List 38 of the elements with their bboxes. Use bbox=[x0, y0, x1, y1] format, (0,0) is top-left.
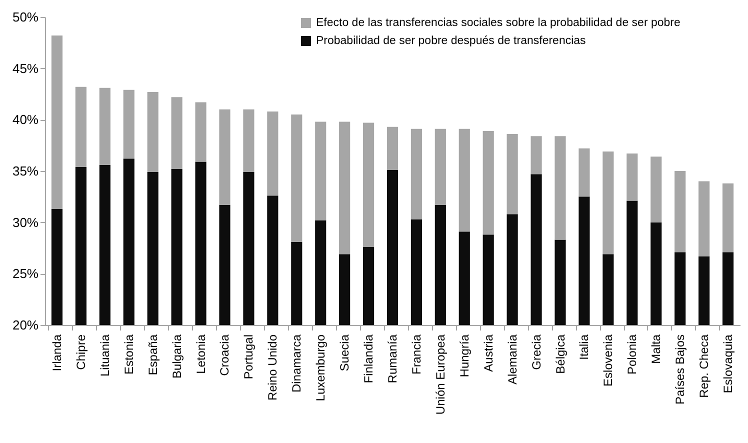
x-tick-label: Dinamarca bbox=[290, 334, 304, 393]
x-tick-label: Portugal bbox=[242, 334, 256, 380]
x-tick-label: Alemania bbox=[505, 334, 520, 385]
y-tick-label: 45% bbox=[12, 60, 39, 76]
y-tick-label: 30% bbox=[12, 214, 39, 230]
x-tick-label: Irlanda bbox=[50, 334, 64, 372]
x-tick-label: Austria bbox=[481, 334, 496, 372]
x-tick-label: Italia bbox=[577, 334, 592, 360]
x-tick-label: Bélgica bbox=[553, 334, 568, 374]
x-tick-label: Rumanía bbox=[386, 334, 400, 384]
x-tick-label: España bbox=[146, 334, 160, 376]
x-tick-label: Estonia bbox=[122, 334, 136, 375]
legend-label: Efecto de las transferencias sociales sobre la probabilidad de ser pobre bbox=[316, 17, 680, 29]
y-tick-label: 40% bbox=[12, 112, 39, 128]
x-tick-label: Lituania bbox=[98, 334, 112, 377]
x-tick-label: Francia bbox=[409, 334, 424, 375]
x-tick-label: Grecia bbox=[529, 334, 544, 370]
x-tick-label: Bulgaria bbox=[170, 334, 184, 379]
x-tick-label: Finlandia bbox=[362, 334, 376, 384]
y-tick-label: 25% bbox=[12, 266, 39, 282]
x-tick-label: Polonia bbox=[625, 334, 640, 375]
x-tick-label: Eslovaquia bbox=[721, 334, 736, 394]
x-tick-label: Reino Unido bbox=[266, 334, 280, 401]
legend-label: Probabilidad de ser pobre después de transferencias bbox=[316, 35, 586, 47]
x-tick-label: Rep. Checa bbox=[697, 334, 712, 398]
y-tick-label: 50% bbox=[12, 10, 39, 24]
x-tick-label: Letonia bbox=[194, 334, 208, 374]
x-tick-label: Malta bbox=[649, 334, 664, 364]
x-tick-label: Chipre bbox=[74, 334, 88, 370]
x-tick-label: Eslovenia bbox=[601, 334, 616, 387]
y-tick-label: 35% bbox=[12, 164, 39, 178]
x-tick-label: Unión Europea bbox=[433, 334, 448, 415]
x-tick-label: Países Bajos bbox=[673, 334, 688, 405]
x-tick-label: Hungría bbox=[457, 334, 472, 378]
x-tick-label: Luxemburgo bbox=[314, 334, 328, 402]
y-tick-label: 20% bbox=[12, 318, 39, 332]
x-tick-label: Croacia bbox=[218, 334, 232, 376]
x-tick-label: Suecia bbox=[338, 334, 352, 372]
